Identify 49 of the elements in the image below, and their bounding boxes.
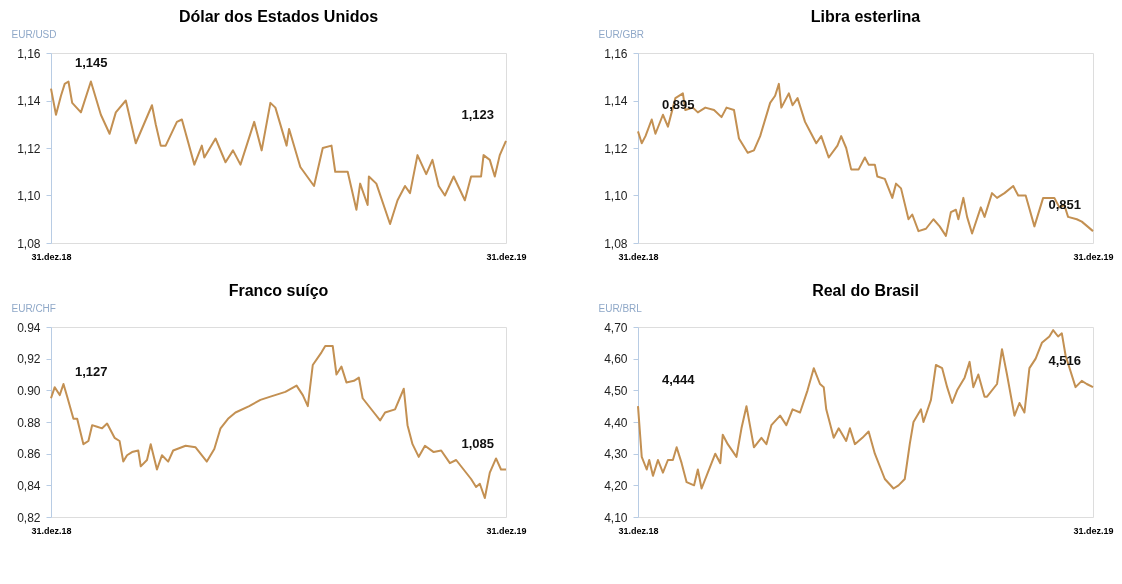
- y-axis-title: EUR/USD: [11, 28, 57, 40]
- x-tick-label: 31.dez.18: [618, 251, 659, 262]
- chart-title: Libra esterlina: [810, 8, 921, 25]
- y-axis-title: EUR/BRL: [598, 302, 643, 314]
- y-tick-label: 0.86: [17, 447, 41, 462]
- y-tick-label: 1,16: [604, 46, 628, 61]
- y-tick-label: 1,16: [17, 46, 41, 61]
- y-tick-label: 4,60: [604, 352, 628, 367]
- line-series: [637, 329, 1094, 490]
- y-tick-label: 0,82: [17, 510, 41, 525]
- annotation: 1,085: [461, 435, 494, 451]
- y-tick-label: 4,50: [604, 383, 628, 398]
- y-tick-label: 1,08: [17, 236, 41, 251]
- y-tick-label: 1,10: [17, 189, 41, 203]
- x-tick-label: 31.dez.19: [486, 525, 527, 536]
- y-tick-label: 4,10: [604, 510, 628, 525]
- y-axis-title: EUR/CHF: [11, 302, 56, 314]
- y-tick-label: 0.90: [17, 383, 41, 398]
- y-tick-label: 4,20: [604, 478, 628, 493]
- annotation: 1,127: [75, 364, 108, 380]
- y-tick-label: 0,92: [17, 352, 41, 367]
- y-tick-label: 1,14: [604, 94, 628, 108]
- x-tick-label: 31.dez.18: [31, 525, 72, 536]
- y-tick-label: 1,12: [17, 141, 41, 156]
- y-tick-label: 1,14: [17, 94, 41, 108]
- line-series: [637, 82, 1094, 237]
- x-tick-label: 31.dez.18: [31, 251, 72, 262]
- annotation: 1,145: [75, 54, 108, 70]
- y-tick-label: 4,70: [604, 320, 628, 335]
- y-axis-title: EUR/GBR: [598, 28, 645, 40]
- line-series: [50, 345, 507, 499]
- line-series: [50, 80, 507, 225]
- y-tick-label: 1,12: [604, 141, 628, 156]
- x-tick-label: 31.dez.19: [486, 251, 527, 262]
- chart-title: Real do Brasil: [812, 282, 919, 299]
- x-tick-label: 31.dez.19: [1073, 525, 1114, 536]
- x-tick-label: 31.dez.19: [1073, 251, 1114, 262]
- annotation: 1,123: [461, 106, 494, 122]
- y-tick-label: 0.88: [17, 415, 41, 430]
- x-tick-label: 31.dez.18: [618, 525, 659, 536]
- chart-title: Dólar dos Estados Unidos: [178, 8, 379, 25]
- y-tick-label: 0.94: [17, 320, 41, 335]
- y-tick-label: 4,40: [604, 415, 628, 430]
- y-tick-label: 1,08: [604, 236, 628, 251]
- y-tick-label: 1,10: [604, 189, 628, 203]
- y-tick-label: 4,30: [604, 447, 628, 462]
- chart-title: Franco suíço: [228, 282, 329, 299]
- annotation: 4,444: [662, 372, 696, 388]
- y-tick-label: 0,84: [17, 478, 41, 493]
